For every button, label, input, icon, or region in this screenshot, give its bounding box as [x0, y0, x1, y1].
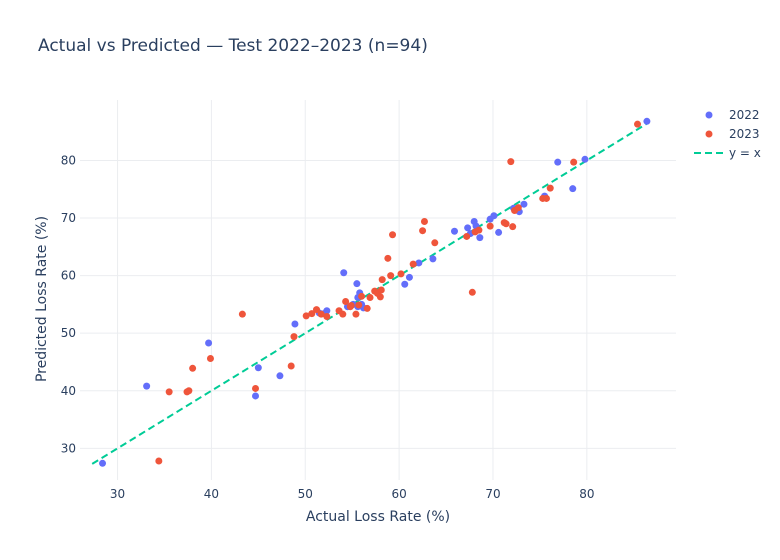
point-2022[interactable]	[252, 392, 260, 400]
point-2023[interactable]	[358, 292, 366, 300]
point-2023[interactable]	[290, 333, 298, 341]
x-tick-label: 30	[110, 487, 125, 501]
chart-title: Actual vs Predicted — Test 2022–2023 (n=…	[38, 36, 428, 56]
point-2023[interactable]	[165, 388, 173, 396]
x-tick-label: 60	[391, 487, 406, 501]
legend[interactable]: 2022 2023 y = x	[694, 108, 761, 160]
point-2022[interactable]	[340, 269, 348, 277]
point-2023[interactable]	[238, 310, 246, 318]
reference-line-group	[91, 122, 649, 465]
point-2022[interactable]	[476, 234, 484, 242]
x-tick-label: 70	[485, 487, 500, 501]
point-2022[interactable]	[429, 255, 437, 263]
point-2023[interactable]	[317, 310, 325, 318]
point-2023[interactable]	[335, 307, 343, 315]
y-tick-label: 80	[61, 153, 76, 167]
legend-item-reference[interactable]: y = x	[694, 146, 761, 160]
point-2022[interactable]	[353, 280, 361, 288]
point-2023[interactable]	[514, 204, 522, 212]
y-tick-label: 30	[61, 441, 76, 455]
point-2023[interactable]	[419, 227, 427, 235]
point-2023[interactable]	[546, 184, 554, 192]
y-tick-labels: 30 40 50 60 70 80	[61, 153, 76, 455]
point-2023[interactable]	[323, 312, 331, 320]
legend-label-2022: 2022	[729, 108, 760, 122]
point-2022[interactable]	[405, 273, 413, 281]
x-tick-label: 80	[579, 487, 594, 501]
point-2023[interactable]	[342, 298, 350, 306]
point-2023[interactable]	[302, 312, 310, 320]
point-2022[interactable]	[99, 459, 107, 467]
point-2023[interactable]	[377, 286, 385, 294]
point-2022[interactable]	[276, 372, 284, 380]
point-2022[interactable]	[581, 155, 589, 163]
x-axis-label: Actual Loss Rate (%)	[306, 509, 450, 525]
point-2022[interactable]	[143, 382, 151, 390]
point-2023[interactable]	[189, 364, 197, 372]
legend-item-2022[interactable]: 2022	[705, 108, 760, 122]
point-2022[interactable]	[415, 259, 423, 267]
point-2023[interactable]	[206, 355, 214, 363]
point-2023[interactable]	[507, 158, 515, 166]
point-2023[interactable]	[542, 194, 550, 202]
legend-item-2023[interactable]: 2023	[705, 127, 760, 141]
point-2023[interactable]	[634, 120, 642, 128]
point-2023[interactable]	[389, 231, 397, 239]
point-2022[interactable]	[464, 224, 472, 232]
point-2023[interactable]	[378, 276, 386, 284]
point-2022[interactable]	[450, 227, 458, 235]
point-2023[interactable]	[420, 217, 428, 225]
x-tick-label: 50	[298, 487, 313, 501]
x-tick-label: 40	[204, 487, 219, 501]
point-2023[interactable]	[502, 220, 510, 228]
y-tick-label: 60	[61, 269, 76, 283]
point-2022[interactable]	[490, 212, 498, 220]
point-2023[interactable]	[463, 232, 471, 240]
point-2023[interactable]	[475, 226, 483, 234]
point-2023[interactable]	[397, 270, 405, 278]
y-tick-label: 50	[61, 326, 76, 340]
point-2023[interactable]	[409, 260, 417, 268]
legend-label-reference: y = x	[729, 146, 761, 160]
y-tick-label: 70	[61, 211, 76, 225]
point-2023[interactable]	[313, 306, 321, 314]
point-2023[interactable]	[363, 304, 371, 312]
legend-marker-2022	[705, 111, 713, 119]
point-2023[interactable]	[355, 301, 363, 309]
point-2023[interactable]	[308, 310, 316, 318]
point-2022[interactable]	[554, 158, 562, 166]
point-2023[interactable]	[570, 158, 578, 166]
legend-label-2023: 2023	[729, 127, 760, 141]
point-2023[interactable]	[352, 310, 360, 318]
point-2022[interactable]	[205, 339, 213, 347]
point-2023[interactable]	[384, 254, 392, 262]
point-2023[interactable]	[252, 384, 260, 392]
point-2022[interactable]	[520, 200, 528, 208]
point-2023[interactable]	[287, 362, 295, 370]
x-tick-labels: 30 40 50 60 70 80	[110, 487, 595, 501]
point-2023[interactable]	[468, 288, 476, 296]
series-2023	[155, 120, 642, 465]
y-tick-label: 40	[61, 384, 76, 398]
point-2022[interactable]	[291, 320, 299, 328]
point-2022[interactable]	[495, 228, 503, 236]
point-2023[interactable]	[155, 457, 163, 465]
y-axis-label: Predicted Loss Rate (%)	[34, 216, 50, 382]
point-2023[interactable]	[387, 272, 395, 280]
point-2023[interactable]	[431, 239, 439, 247]
reference-line	[91, 122, 649, 465]
point-2022[interactable]	[643, 117, 651, 125]
point-2022[interactable]	[254, 364, 262, 372]
point-2023[interactable]	[509, 223, 517, 231]
point-2023[interactable]	[347, 302, 355, 310]
point-2023[interactable]	[486, 222, 494, 230]
point-2022[interactable]	[401, 280, 409, 288]
point-2023[interactable]	[366, 293, 374, 301]
grid-lines	[80, 100, 676, 480]
scatter-points	[99, 117, 651, 467]
legend-marker-2023	[705, 130, 713, 138]
point-2022[interactable]	[569, 185, 577, 193]
point-2023[interactable]	[185, 387, 193, 395]
